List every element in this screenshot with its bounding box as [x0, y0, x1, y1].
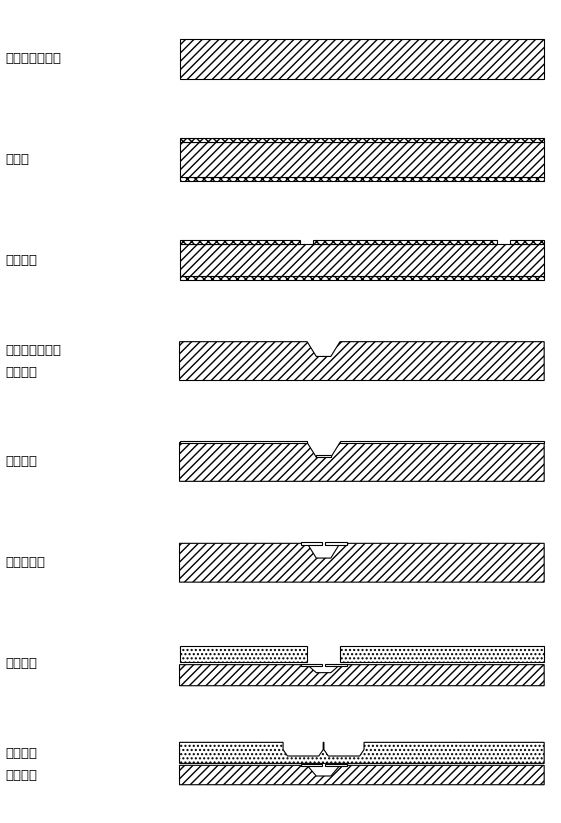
Text: 光刻腐蚀: 光刻腐蚀 — [6, 253, 38, 267]
Bar — [340, 440, 544, 443]
Text: 去氧化层: 去氧化层 — [6, 365, 38, 379]
Bar — [509, 240, 544, 244]
Bar — [301, 663, 323, 666]
Bar — [180, 646, 307, 663]
Bar — [180, 142, 544, 177]
Polygon shape — [180, 342, 544, 380]
Bar — [340, 646, 544, 663]
Text: 阳极键合: 阳极键合 — [6, 657, 38, 670]
Bar — [325, 542, 347, 545]
Text: 溅射电极: 溅射电极 — [6, 746, 38, 760]
Text: 光刻、合金: 光刻、合金 — [6, 556, 45, 570]
Bar — [325, 765, 347, 766]
Polygon shape — [180, 543, 544, 582]
Polygon shape — [180, 765, 544, 785]
Bar — [180, 244, 544, 277]
Bar — [312, 240, 497, 244]
Text: 热氧化: 热氧化 — [6, 153, 30, 166]
Text: 溅射金属: 溅射金属 — [6, 455, 38, 468]
Polygon shape — [180, 443, 544, 481]
Bar — [325, 663, 347, 666]
Bar — [301, 765, 323, 766]
Polygon shape — [180, 742, 544, 764]
Bar — [180, 138, 544, 142]
Bar — [180, 440, 307, 443]
Bar — [316, 455, 331, 458]
Polygon shape — [180, 665, 544, 686]
Text: 光刻电极: 光刻电极 — [6, 769, 38, 782]
Bar — [180, 277, 544, 281]
Bar — [180, 39, 544, 79]
Text: 硅单晶材料准备: 硅单晶材料准备 — [6, 52, 62, 65]
Bar — [180, 240, 300, 244]
Bar — [301, 542, 323, 545]
Bar — [180, 177, 544, 180]
Text: 硅各项异性腐蚀: 硅各项异性腐蚀 — [6, 343, 62, 356]
